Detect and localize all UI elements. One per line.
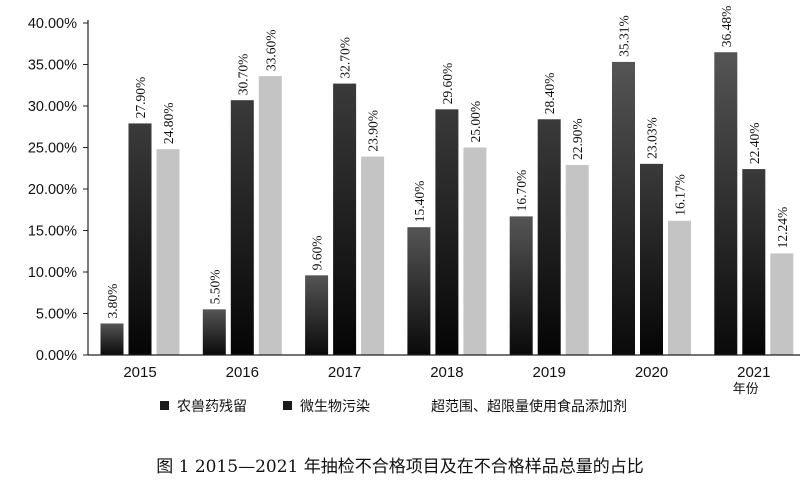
bar-data-label: 30.70% [235,54,250,96]
y-tick-label: 0.00% [36,348,77,364]
bar [668,220,691,355]
bar-data-label: 29.60% [440,63,455,105]
y-tick-label: 40.00% [28,16,77,32]
bar [463,147,487,355]
legend-label: 农兽药残留 [177,399,247,415]
bar [305,275,329,355]
y-tick-label: 15.00% [28,224,77,240]
y-tick-label: 30.00% [28,99,77,115]
bar-data-label: 23.90% [366,110,381,152]
legend: 农兽药残留 微生物污染 超范围、超限量使用食品添加剂 [160,398,627,415]
bar [770,253,794,355]
bar-data-label: 33.60% [263,29,278,71]
bar [565,164,589,355]
bar [714,52,738,355]
x-tick-label: 2016 [226,364,259,381]
y-tick-label: 10.00% [28,265,77,281]
bar-data-label: 27.90% [133,77,148,119]
bar [435,109,459,355]
y-tick-label: 5.00% [36,307,77,323]
x-tick-label: 2021 [737,364,770,381]
y-tick-label: 35.00% [28,58,77,74]
y-tick-label: 20.00% [28,182,77,198]
bar-data-label: 15.40% [412,181,427,223]
bar-data-label: 24.80% [161,103,176,145]
bar-data-label: 36.48% [719,6,734,48]
legend-swatch [414,401,423,410]
bar [407,227,431,355]
bar [509,216,533,355]
bar [612,61,635,355]
bar [202,309,226,355]
bar [258,76,282,356]
x-axis-title: 年份 [733,382,759,397]
bar-data-label: 16.70% [514,170,529,212]
bar-data-label: 16.17% [673,174,688,216]
bar-data-label: 9.60% [310,235,325,270]
x-tick-label: 2015 [123,364,156,381]
bar-data-label: 28.40% [542,73,557,115]
bar [537,119,561,355]
legend-label: 超范围、超限量使用食品添加剂 [431,398,627,415]
bar [640,163,663,355]
bar [100,323,124,355]
bar-data-label: 23.03% [645,117,660,159]
x-tick-label: 2019 [533,364,566,381]
bar [361,156,385,355]
bar-data-label: 5.50% [207,269,222,304]
bar [230,100,254,355]
x-tick-label: 2017 [328,364,361,381]
bar-data-label: 12.24% [775,207,790,249]
bar [128,123,152,356]
bar-data-label: 25.00% [468,101,483,143]
bar-labels: 3.80% 27.90% 24.80% 5.50% 30.70% 33.60% 9.60% 3… [105,6,790,319]
y-axis: 0.00% 5.00% 10.00% 15.00% 20.00% 25.00% 30.00%… [28,16,89,364]
legend-label: 微生物污染 [300,399,370,415]
bar-data-label: 22.40% [747,122,762,164]
bar [333,83,357,355]
y-tick-label: 25.00% [28,141,77,157]
x-tick-label: 2018 [430,364,463,381]
bar [742,169,766,355]
bar-data-label: 35.31% [617,15,632,57]
legend-swatch [160,401,169,410]
bar-data-label: 22.90% [570,118,585,160]
bar-data-label: 32.70% [338,37,353,79]
legend-swatch [283,401,292,410]
x-tick-label: 2020 [635,364,668,381]
figure-caption: 图 1 2015—2021 年抽检不合格项目及在不合格样品总量的占比 [156,457,644,477]
bars [100,52,794,356]
bar-data-label: 3.80% [105,284,120,319]
bar [156,149,180,355]
